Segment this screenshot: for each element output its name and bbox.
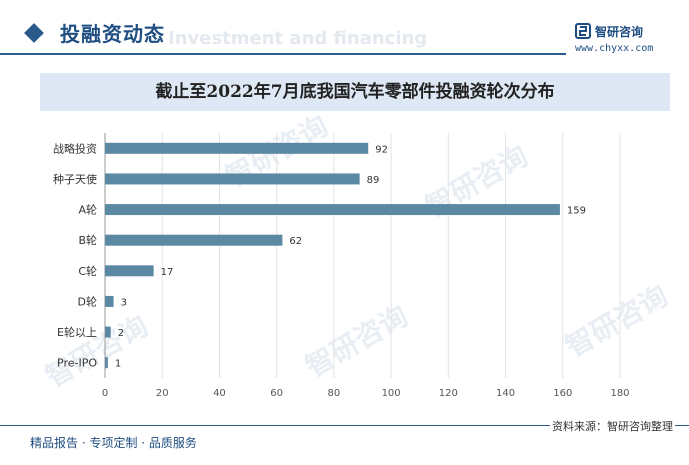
x-tick-label: 140 — [496, 388, 515, 399]
bar — [105, 204, 560, 216]
category-label: 种子天使 — [53, 172, 97, 186]
data-label: 62 — [289, 236, 302, 247]
x-tick-label: 40 — [213, 388, 226, 399]
brand-name: 智研咨询 — [595, 25, 644, 39]
footer-slogan: 精品报告 · 专项定制 · 品质服务 — [30, 436, 197, 450]
x-tick-label: 60 — [270, 388, 283, 399]
x-tick-label: 160 — [553, 388, 572, 399]
x-tick-label: 180 — [610, 388, 629, 399]
data-label: 89 — [367, 175, 380, 186]
category-label: Pre-IPO — [57, 357, 97, 370]
category-label: B轮 — [78, 233, 97, 247]
brand-logo: 智研咨询 www.chyxx.com — [575, 23, 685, 55]
brand-icon — [575, 23, 591, 39]
data-label: 2 — [118, 328, 124, 339]
bar — [105, 173, 360, 185]
category-label: E轮以上 — [57, 325, 97, 339]
x-tick-label: 100 — [382, 388, 401, 399]
brand-url: www.chyxx.com — [575, 43, 654, 54]
data-label: 17 — [161, 267, 174, 278]
bar — [105, 265, 154, 277]
header-divider — [0, 53, 566, 55]
data-label: 92 — [375, 144, 388, 155]
category-label: D轮 — [78, 294, 97, 308]
data-label: 159 — [567, 206, 586, 217]
x-tick-label: 80 — [328, 388, 341, 399]
data-label: 3 — [121, 297, 127, 308]
bar — [105, 234, 283, 246]
chart-title-box: 截止至2022年7月底我国汽车零部件投融资轮次分布 — [40, 73, 670, 111]
source-note: 资料来源：智研咨询整理 — [550, 418, 675, 434]
category-label: C轮 — [78, 264, 97, 278]
footer-divider — [0, 425, 689, 426]
bar — [105, 357, 108, 369]
section-subtitle-en: Investment and financing — [168, 28, 428, 49]
bar — [105, 142, 369, 154]
section-header: Investment and financing 投融资动态 智研咨询 www.… — [0, 0, 689, 64]
x-tick-label: 0 — [102, 388, 108, 399]
category-label: 战略投资 — [53, 141, 97, 155]
section-title: 投融资动态 — [60, 22, 165, 46]
category-label: A轮 — [78, 203, 97, 217]
data-label: 1 — [115, 359, 121, 370]
chart-title: 截止至2022年7月底我国汽车零部件投融资轮次分布 — [155, 82, 555, 102]
x-tick-label: 120 — [439, 388, 458, 399]
bar — [105, 326, 111, 338]
bar — [105, 295, 114, 307]
x-tick-label: 20 — [156, 388, 169, 399]
